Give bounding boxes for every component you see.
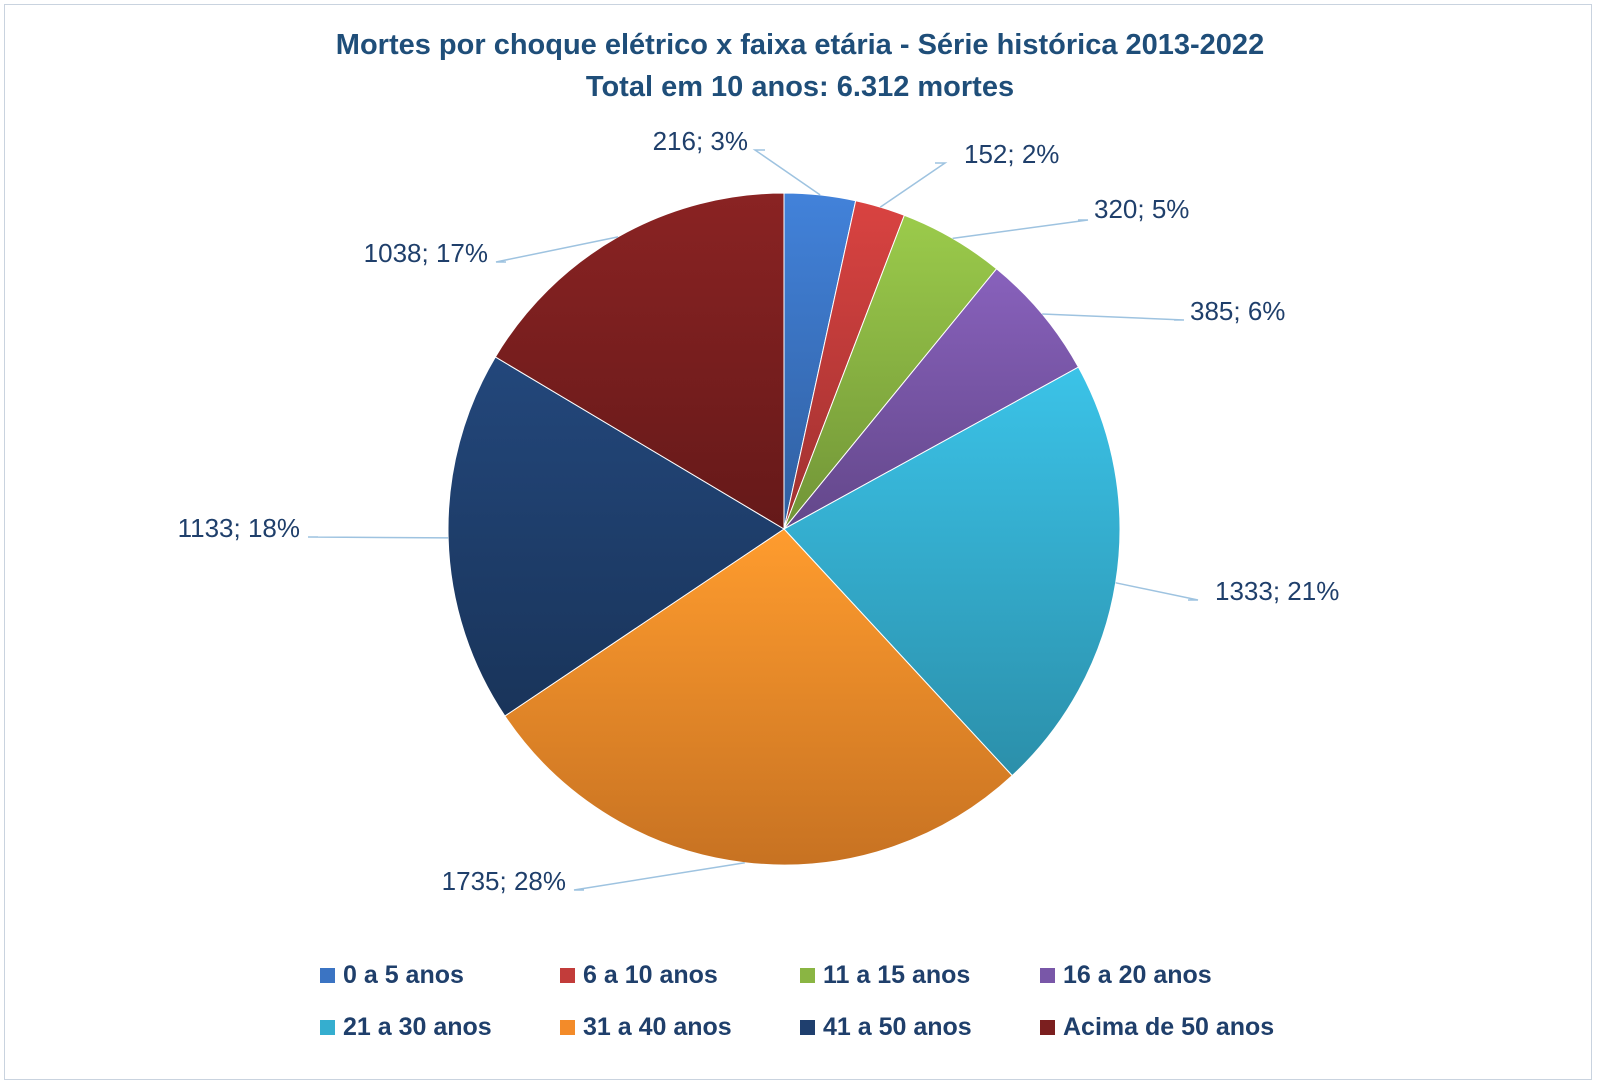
data-label-8: 1038; 17% xyxy=(364,238,488,268)
legend-item: 21 a 30 anos xyxy=(320,1013,492,1042)
legend-label: 16 a 20 anos xyxy=(1063,961,1212,989)
leader-line-1 xyxy=(752,149,821,196)
leader-line-6 xyxy=(573,861,745,891)
data-label-7: 1133; 18% xyxy=(178,513,300,543)
legend-swatch xyxy=(1040,968,1055,983)
legend-item: 41 a 50 anos xyxy=(800,1013,972,1042)
legend-label: 0 a 5 anos xyxy=(343,961,464,989)
pie-slices xyxy=(447,192,1121,866)
data-label-1: 216; 3% xyxy=(653,126,748,156)
legend-label: 11 a 15 anos xyxy=(823,961,971,989)
pie-slice-5 xyxy=(783,366,1121,777)
legend-label: 31 a 40 anos xyxy=(583,1013,732,1041)
data-label-4: 385; 6% xyxy=(1190,296,1285,326)
legend-swatch xyxy=(320,968,335,983)
data-label-3: 320; 5% xyxy=(1094,194,1189,224)
leader-line-2 xyxy=(879,162,948,208)
legend-swatch xyxy=(560,968,575,983)
pie-slice-4 xyxy=(783,268,1080,530)
legend-label: 21 a 30 anos xyxy=(343,1013,492,1041)
legend-swatch xyxy=(560,1020,575,1035)
legend-swatch xyxy=(800,1020,815,1035)
legend-swatch xyxy=(800,968,815,983)
legend-swatch xyxy=(1040,1020,1055,1035)
data-label-5: 1333; 21% xyxy=(1215,576,1339,606)
pie-slice-8 xyxy=(494,192,785,530)
leader-lines xyxy=(307,149,1199,891)
data-labels: 216; 3% 152; 2% 320; 5% 385; 6% 1333; 21% 173… xyxy=(178,126,1340,896)
leader-line-8 xyxy=(495,236,619,263)
legend-item: 6 a 10 anos xyxy=(560,961,718,990)
leader-line-3 xyxy=(952,219,1089,240)
legend-swatch xyxy=(320,1020,335,1035)
legend-label: Acima de 50 anos xyxy=(1063,1013,1275,1041)
leader-line-4 xyxy=(1042,313,1185,321)
data-label-2: 152; 2% xyxy=(964,139,1059,169)
data-label-6: 1735; 28% xyxy=(442,866,566,896)
legend-item: 11 a 15 anos xyxy=(800,961,970,990)
legend-item: 16 a 20 anos xyxy=(1040,961,1212,990)
legend-label: 6 a 10 anos xyxy=(583,961,718,989)
legend-label: 41 a 50 anos xyxy=(823,1013,972,1041)
leader-line-7 xyxy=(307,536,449,539)
legend-item: 0 a 5 anos xyxy=(320,961,464,990)
legend-item: 31 a 40 anos xyxy=(560,1013,732,1042)
leader-line-5 xyxy=(1115,582,1199,601)
chart-title: Mortes por choque elétrico x faixa etári… xyxy=(335,29,1265,61)
legend-item: Acima de 50 anos xyxy=(1040,1013,1274,1042)
pie-slice-7 xyxy=(447,356,785,717)
chart-subtitle: Total em 10 anos: 6.312 mortes xyxy=(585,71,1015,103)
